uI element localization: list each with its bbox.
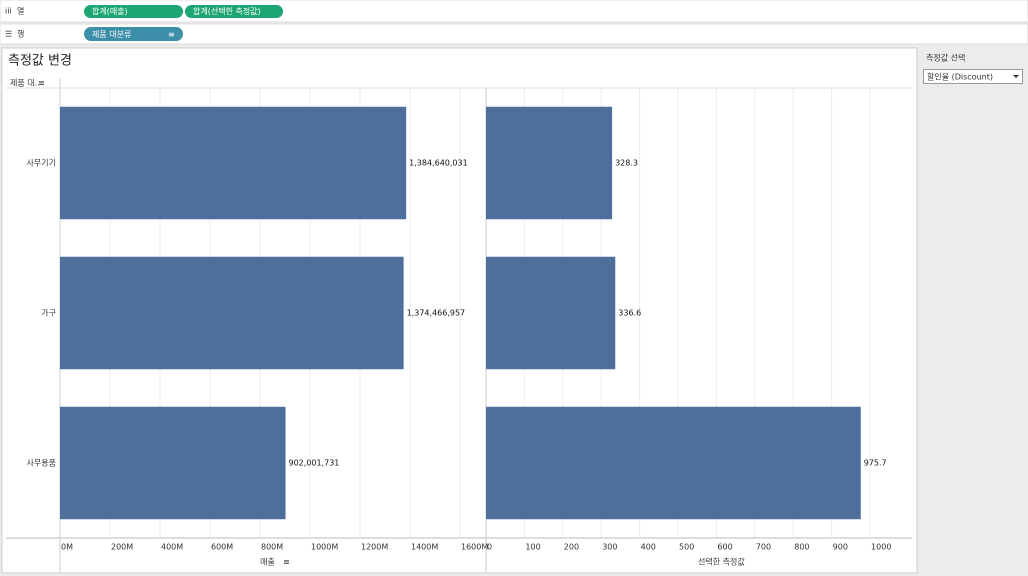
x-tick-label: 200M	[111, 543, 133, 552]
x-tick-label: 1000	[871, 543, 891, 552]
pill-text[interactable]: 제품 대분류	[92, 30, 131, 39]
columns-label: 열	[17, 7, 24, 16]
pill-text[interactable]: 합계(매출)	[92, 6, 128, 16]
bar	[60, 106, 407, 220]
rows-label: 행	[17, 29, 24, 39]
value-label: 1,384,640,031	[409, 159, 468, 168]
bar	[486, 406, 861, 520]
sort-icon[interactable]: ≡	[38, 79, 45, 88]
bar	[60, 406, 286, 520]
value-label: 328.3	[615, 159, 638, 168]
dropdown[interactable]	[923, 69, 1023, 84]
x-axis-label: 선택한 측정값	[698, 557, 745, 567]
pill-text[interactable]: 합계(선택한 측정값)	[193, 6, 261, 16]
bar	[60, 256, 404, 370]
value-label: 975.7	[864, 459, 887, 468]
row-header: 제품 대..	[10, 79, 40, 88]
pill[interactable]	[185, 5, 283, 18]
x-tick-label: 400	[641, 543, 656, 552]
bar	[486, 256, 616, 370]
x-tick-label: 600M	[211, 543, 233, 552]
value-label: 1,374,466,957	[407, 309, 466, 318]
x-tick-label: 1200M	[361, 543, 388, 552]
sort-icon[interactable]: ≡	[168, 30, 175, 39]
pill[interactable]	[84, 27, 183, 41]
x-axis-label: 매출	[260, 557, 275, 567]
pill[interactable]	[84, 5, 183, 18]
category-label: 가구	[41, 309, 56, 318]
x-tick-label: 900	[833, 543, 848, 552]
rows-icon: ☰	[5, 30, 12, 39]
rows-shelf	[0, 23, 1028, 45]
sheet-title: 측정값 변경	[8, 54, 72, 69]
dropdown-arrow[interactable]	[1013, 75, 1019, 78]
x-tick-label: 600	[717, 543, 732, 552]
bar	[486, 106, 613, 220]
sort-icon[interactable]: ≡	[283, 558, 290, 567]
x-tick-label: 1600M	[461, 543, 488, 552]
category-label: 사무용품	[27, 459, 56, 468]
x-tick-label: 700	[756, 543, 771, 552]
x-tick-label: 0M	[61, 543, 73, 552]
columns-icon: iii	[5, 7, 12, 16]
x-tick-label: 100	[525, 543, 540, 552]
category-label: 사무기기	[27, 159, 56, 168]
x-tick-label: 500	[679, 543, 694, 552]
x-tick-label: 800M	[261, 543, 283, 552]
x-tick-label: 1000M	[311, 543, 338, 552]
dropdown-value[interactable]: 할인율 (Discount)	[927, 72, 993, 82]
x-tick-label: 800	[794, 543, 809, 552]
x-tick-label: 400M	[161, 543, 183, 552]
value-label: 336.6	[618, 309, 641, 318]
parameter-title: 측정값 선택	[926, 53, 965, 63]
value-label: 902,001,731	[289, 459, 340, 468]
x-tick-label: 1400M	[411, 543, 438, 552]
side-panel	[918, 48, 1028, 576]
x-tick-label: 0	[487, 543, 492, 552]
x-tick-label: 200	[564, 543, 579, 552]
x-tick-label: 300	[602, 543, 617, 552]
